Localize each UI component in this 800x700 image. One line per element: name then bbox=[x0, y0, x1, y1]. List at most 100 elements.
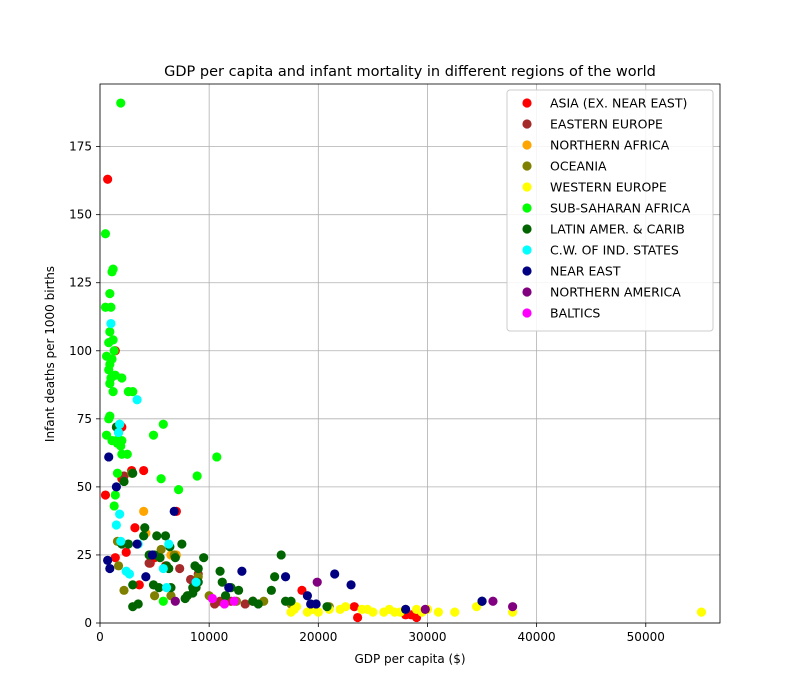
data-point bbox=[237, 566, 247, 576]
legend-label: SUB-SAHARAN AFRICA bbox=[550, 201, 691, 216]
data-point bbox=[330, 569, 340, 579]
data-point bbox=[104, 338, 114, 348]
data-point bbox=[158, 419, 168, 429]
data-point bbox=[155, 553, 165, 563]
data-point bbox=[116, 441, 126, 451]
data-point bbox=[149, 591, 160, 601]
data-point bbox=[139, 465, 149, 476]
data-point bbox=[207, 593, 218, 604]
y-tick-label: 25 bbox=[77, 548, 92, 562]
data-point bbox=[217, 577, 227, 587]
data-point bbox=[105, 378, 115, 389]
data-point bbox=[193, 563, 203, 574]
data-point bbox=[158, 596, 168, 606]
series-9 bbox=[170, 577, 518, 614]
data-point bbox=[123, 539, 133, 549]
legend-marker bbox=[522, 203, 532, 213]
series-5 bbox=[100, 98, 222, 606]
legend-label: WESTERN EUROPE bbox=[550, 180, 667, 195]
legend-marker bbox=[522, 308, 532, 318]
data-point bbox=[140, 523, 150, 533]
data-point bbox=[128, 580, 138, 590]
legend-marker bbox=[522, 119, 532, 129]
y-tick-label: 50 bbox=[77, 480, 92, 494]
data-point bbox=[156, 474, 166, 484]
data-point bbox=[212, 452, 222, 462]
legend-marker bbox=[522, 98, 532, 108]
data-point bbox=[276, 550, 286, 560]
data-point bbox=[128, 468, 138, 478]
data-point bbox=[182, 591, 192, 601]
y-tick-label: 125 bbox=[69, 276, 92, 290]
legend-label: BALTICS bbox=[550, 306, 600, 321]
data-point bbox=[152, 531, 162, 541]
x-tick-label: 0 bbox=[96, 630, 104, 644]
data-point bbox=[170, 596, 180, 606]
x-axis-label: GDP per capita ($) bbox=[354, 652, 465, 666]
data-point bbox=[401, 604, 411, 614]
legend-label: NORTHERN AMERICA bbox=[550, 285, 681, 300]
data-point bbox=[107, 436, 117, 446]
data-point bbox=[115, 419, 125, 429]
data-point bbox=[110, 490, 120, 500]
data-point bbox=[119, 585, 129, 595]
legend-label: OCEANIA bbox=[550, 159, 607, 174]
data-points bbox=[100, 98, 707, 623]
data-point bbox=[357, 604, 367, 614]
data-point bbox=[313, 607, 323, 617]
data-point bbox=[302, 591, 312, 601]
data-point bbox=[199, 553, 209, 563]
series-7 bbox=[106, 318, 201, 593]
y-tick-label: 150 bbox=[69, 208, 92, 222]
data-point bbox=[240, 599, 250, 609]
data-point bbox=[477, 596, 487, 606]
legend-marker bbox=[522, 224, 532, 234]
data-point bbox=[119, 476, 129, 487]
data-point bbox=[116, 536, 126, 546]
data-point bbox=[508, 602, 518, 612]
legend-marker bbox=[522, 140, 532, 150]
data-point bbox=[103, 174, 113, 184]
data-point bbox=[104, 365, 114, 375]
data-point bbox=[368, 607, 378, 617]
x-tick-label: 40000 bbox=[518, 630, 556, 644]
data-point bbox=[111, 520, 121, 530]
data-point bbox=[158, 563, 168, 574]
x-tick-label: 20000 bbox=[299, 630, 337, 644]
y-axis-label: Infant deaths per 1000 births bbox=[43, 266, 57, 442]
data-point bbox=[128, 387, 138, 397]
legend-label: C.W. OF IND. STATES bbox=[550, 243, 679, 258]
data-point bbox=[219, 599, 230, 609]
data-point bbox=[112, 468, 123, 478]
data-point bbox=[105, 289, 115, 299]
data-point bbox=[488, 596, 498, 606]
legend-label: EASTERN EUROPE bbox=[550, 117, 663, 132]
data-point bbox=[160, 531, 171, 541]
data-point bbox=[286, 596, 296, 606]
x-tick-label: 50000 bbox=[627, 630, 665, 644]
legend-marker bbox=[522, 287, 532, 297]
data-point bbox=[173, 485, 184, 495]
axis-ticks: 0 10000 20000 30000 40000 50000 0 25 50 75 100 125 1… bbox=[69, 140, 665, 644]
data-point bbox=[147, 550, 157, 560]
data-point bbox=[169, 506, 179, 516]
data-point bbox=[144, 558, 154, 568]
data-point bbox=[122, 449, 132, 459]
legend: ASIA (EX. NEAR EAST) EASTERN EUROPE NORTHE… bbox=[506, 89, 714, 332]
data-point bbox=[220, 591, 231, 601]
legend-label: LATIN AMER. & CARIB bbox=[550, 222, 685, 237]
data-point bbox=[148, 430, 159, 440]
data-point bbox=[696, 607, 707, 617]
data-point bbox=[132, 395, 142, 405]
y-tick-label: 175 bbox=[69, 140, 92, 154]
data-point bbox=[311, 599, 321, 609]
data-point bbox=[113, 427, 124, 438]
data-point bbox=[270, 572, 280, 582]
data-point bbox=[346, 580, 356, 590]
data-point bbox=[191, 577, 201, 587]
data-point bbox=[106, 302, 116, 312]
data-point bbox=[104, 452, 114, 462]
data-point bbox=[141, 572, 151, 582]
data-point bbox=[100, 229, 111, 239]
legend-label: NEAR EAST bbox=[550, 264, 621, 279]
